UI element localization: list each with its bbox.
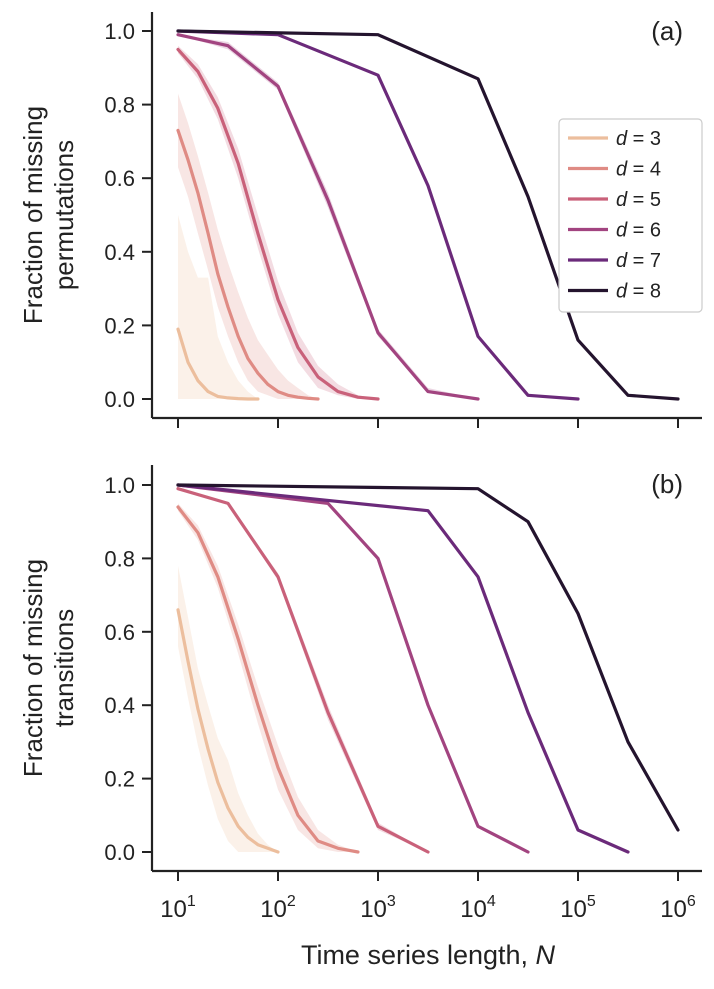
- series-d5: [176, 45, 380, 401]
- legend-entry: d = 7: [616, 250, 661, 272]
- y-tick-label: 0.6: [104, 166, 135, 191]
- series-line: [176, 47, 380, 401]
- legend-entry: d = 3: [616, 128, 661, 150]
- panel-label: (a): [651, 16, 683, 46]
- x-axis-label: Time series length, N: [301, 940, 556, 970]
- series-band: [178, 93, 318, 399]
- series-line: [176, 33, 480, 401]
- legend-entry: d = 6: [616, 220, 661, 242]
- y-tick-label: 0.0: [104, 840, 135, 865]
- series-band: [178, 485, 678, 830]
- x-tick-label: 103: [360, 893, 396, 923]
- y-axis-label: Fraction of missingtransitions: [18, 559, 79, 777]
- legend-entry: d = 8: [616, 281, 661, 303]
- y-tick-label: 0.2: [104, 313, 135, 338]
- y-axis-label: Fraction of missingpermutations: [18, 106, 79, 324]
- series-d8: [176, 29, 680, 401]
- series-d5: [176, 487, 430, 854]
- panel-label: (b): [651, 469, 683, 499]
- x-tick-label: 105: [560, 893, 596, 923]
- series-line: [176, 483, 630, 854]
- y-tick-label: 0.4: [104, 240, 135, 265]
- y-tick-label: 0.4: [104, 693, 135, 718]
- series-band: [178, 34, 478, 399]
- y-tick-label: 0.8: [104, 546, 135, 571]
- series-line: [176, 29, 580, 401]
- series-line: [176, 29, 680, 401]
- series-line: [176, 128, 320, 401]
- y-tick-label: 0.0: [104, 387, 135, 412]
- y-tick-label: 0.8: [104, 93, 135, 118]
- series-d4: [176, 93, 320, 401]
- series-line: [176, 327, 260, 401]
- series-d4: [176, 503, 360, 854]
- series-line: [176, 608, 280, 854]
- y-tick-label: 1.0: [104, 473, 135, 498]
- panel-a-chart: 0.0 0.2 0.4 0.6 0.8 1.0 Fraction of missingper…: [18, 12, 703, 428]
- x-tick-label: 101: [160, 893, 196, 923]
- y-tick-label: 1.0: [104, 19, 135, 44]
- legend-entry: d = 4: [616, 159, 661, 181]
- series-band: [178, 215, 258, 399]
- y-tick-label: 0.2: [104, 767, 135, 792]
- series-d7: [176, 29, 580, 401]
- x-tick-label: 102: [260, 893, 296, 923]
- series-d3: [176, 215, 260, 401]
- legend-entry: d = 5: [616, 189, 661, 211]
- series-d7: [176, 483, 630, 854]
- series-d6: [176, 33, 480, 401]
- x-tick-label: 106: [660, 893, 696, 923]
- series-d3: [176, 565, 280, 854]
- series-band: [178, 503, 358, 852]
- series-line: [176, 483, 680, 832]
- series-d8: [176, 483, 680, 832]
- panel-b-chart: 0.0 0.2 0.4 0.6 0.8 1.0 101 102 103 104 105 106 Frac…: [18, 465, 702, 923]
- legend: d = 3 d = 4 d = 5 d = 6 d = 7 d = 8: [558, 118, 703, 313]
- x-tick-label: 104: [460, 893, 496, 923]
- series-d6: [176, 483, 530, 854]
- series-line: [176, 505, 360, 854]
- series-line: [176, 483, 530, 854]
- y-tick-label: 0.6: [104, 620, 135, 645]
- series-line: [176, 487, 430, 854]
